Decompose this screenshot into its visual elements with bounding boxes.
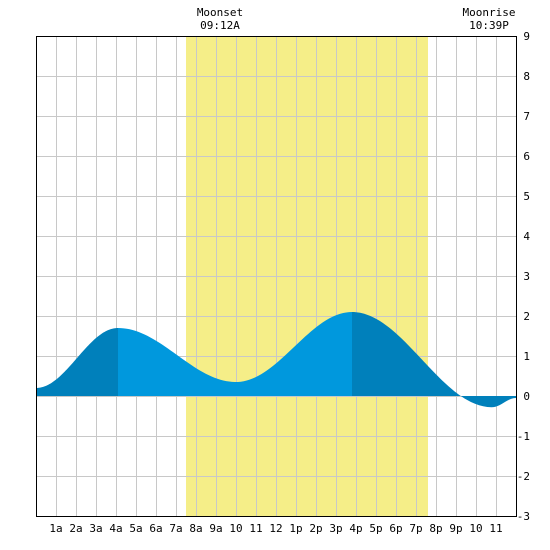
x-tick-label: 4p xyxy=(349,522,362,535)
x-tick-label: 1p xyxy=(289,522,302,535)
x-tick-label: 10 xyxy=(229,522,242,535)
x-tick-label: 6a xyxy=(149,522,162,535)
x-tick-label: 4a xyxy=(109,522,122,535)
y-tick-label: 1 xyxy=(523,350,530,363)
tide-area-segment-3 xyxy=(352,312,516,408)
x-tick-label: 3p xyxy=(329,522,342,535)
y-tick-label: 9 xyxy=(523,30,530,43)
x-tick-label: 8p xyxy=(429,522,442,535)
moonrise-time: 10:39P xyxy=(469,19,509,32)
x-tick-label: 11 xyxy=(489,522,502,535)
y-tick-label: 7 xyxy=(523,110,530,123)
y-tick-label: 4 xyxy=(523,230,530,243)
x-tick-label: 3a xyxy=(89,522,102,535)
x-tick-label: 12 xyxy=(269,522,282,535)
y-tick-label: 5 xyxy=(523,190,530,203)
y-tick-label: 8 xyxy=(523,70,530,83)
x-tick-label: 10 xyxy=(469,522,482,535)
x-tick-label: 7a xyxy=(169,522,182,535)
y-tick-label: 6 xyxy=(523,150,530,163)
y-tick-label: 0 xyxy=(523,390,530,403)
moonset-time: 09:12A xyxy=(200,19,240,32)
x-tick-label: 6p xyxy=(389,522,402,535)
moonset-label: Moonset xyxy=(197,6,243,19)
x-tick-label: 5a xyxy=(129,522,142,535)
y-tick-label: -1 xyxy=(517,430,530,443)
x-tick-label: 1a xyxy=(49,522,62,535)
plot-frame xyxy=(36,36,517,517)
y-tick-label: -3 xyxy=(517,510,530,523)
moonrise-label: Moonrise xyxy=(463,6,516,19)
x-tick-label: 9p xyxy=(449,522,462,535)
y-tick-label: -2 xyxy=(517,470,530,483)
y-tick-label: 3 xyxy=(523,270,530,283)
tide-area-segment-2 xyxy=(118,312,352,396)
x-tick-label: 11 xyxy=(249,522,262,535)
x-tick-label: 5p xyxy=(369,522,382,535)
x-tick-label: 9a xyxy=(209,522,222,535)
x-tick-label: 8a xyxy=(189,522,202,535)
x-tick-label: 7p xyxy=(409,522,422,535)
x-tick-label: 2p xyxy=(309,522,322,535)
x-tick-label: 2a xyxy=(69,522,82,535)
y-tick-label: 2 xyxy=(523,310,530,323)
tide-area-segment-1 xyxy=(36,328,118,396)
